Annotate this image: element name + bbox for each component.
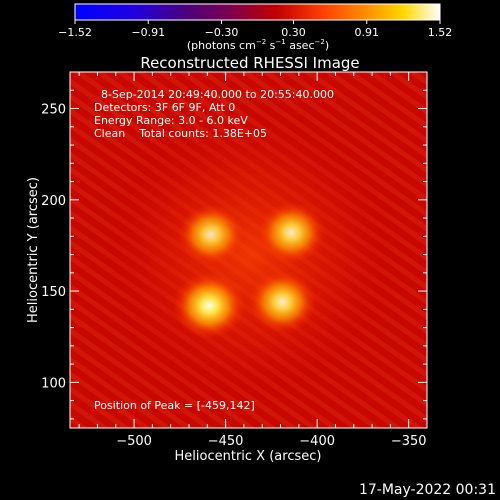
colorbar-tick-label: 1.52	[428, 26, 453, 39]
x-tick-label: −450	[208, 434, 244, 449]
source-blob-3	[178, 204, 244, 265]
y-tick-label: 250	[41, 103, 66, 118]
colorbar-tick-label: −0.30	[205, 26, 239, 39]
plot-frame	[69, 71, 428, 429]
annotation-peak-position: Position of Peak = [-459,142]	[94, 399, 255, 412]
y-tick-label: 150	[41, 285, 66, 300]
y-tick-label: 100	[41, 376, 66, 391]
x-tick-label: −400	[299, 434, 335, 449]
footer-timestamp: 17-May-2022 00:31	[359, 482, 496, 498]
y-tick-label: 200	[41, 194, 66, 209]
colorbar-tick-label: −1.52	[58, 26, 92, 39]
chart-title: Reconstructed RHESSI Image	[140, 54, 359, 72]
y-axis-ticks	[70, 71, 427, 420]
x-axis-tick-labels: −500 −450 −400 −350	[116, 434, 426, 449]
x-tick-label: −500	[116, 434, 152, 449]
colorbar-ticks	[74, 20, 441, 24]
colorbar-tick-labels: −1.52 −0.91 −0.30 0.30 0.91 1.52	[58, 26, 452, 39]
x-axis-label: Heliocentric X (arcsec)	[175, 449, 322, 464]
source-blob-1	[173, 272, 246, 339]
colorbar-tick-label: 0.91	[355, 26, 380, 39]
colorbar	[74, 3, 441, 21]
colorbar-tick-label: −0.91	[131, 26, 165, 39]
colorbar-units: (photons cm−2 s−1 asec−2)	[187, 38, 329, 52]
annotation-energy: Energy Range: 3.0 - 6.0 keV	[94, 114, 248, 127]
rhessi-image	[70, 72, 427, 428]
x-tick-label: −350	[391, 434, 427, 449]
source-blob-4	[257, 201, 326, 264]
source-blob-2	[248, 270, 317, 334]
annotation-clean: Clean Total counts: 1.38E+05	[94, 127, 267, 140]
annotation-detectors: Detectors: 3F 6F 9F, Att 0	[94, 101, 235, 114]
y-axis-label: Heliocentric Y (arcsec)	[26, 177, 41, 323]
x-axis-ticks	[78, 72, 428, 428]
source-blobs	[173, 201, 326, 339]
y-axis-tick-labels: 100 150 200 250	[41, 103, 66, 392]
annotation-time: 8-Sep-2014 20:49:40.000 to 20:55:40.000	[101, 88, 334, 101]
colorbar-tick-label: 0.30	[281, 26, 306, 39]
